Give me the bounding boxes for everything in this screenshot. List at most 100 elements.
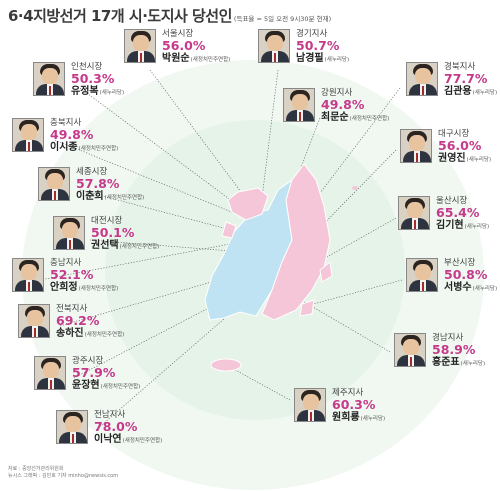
portrait-gyeongnam (394, 333, 426, 367)
region-label: 경남지사 (432, 333, 464, 343)
winner-name: 윤장현 (72, 380, 100, 391)
portrait-daejeon (53, 216, 85, 250)
portrait-seoul (124, 29, 156, 63)
region-label: 부산시장 (444, 258, 476, 268)
vote-percent: 60.3% (332, 397, 376, 412)
portrait-incheon (33, 62, 65, 96)
portrait-gyeongbuk (406, 62, 438, 96)
leader-line (89, 239, 245, 253)
party-label: (새정치민주연합) (104, 195, 145, 201)
region-label: 대구시장 (438, 129, 470, 139)
portrait-busan (406, 258, 438, 292)
winner-name: 유정복 (71, 86, 99, 97)
region-label: 서울시장 (162, 29, 194, 39)
leader-line (95, 311, 233, 431)
title-note: (득표율 = 5일 오전 9시30분 현재) (233, 15, 332, 23)
winner-name: 권영진 (438, 153, 466, 164)
party-label: (새정치민주연합) (78, 286, 119, 292)
leader-line (79, 189, 247, 235)
map-jeju (210, 358, 242, 372)
winner-name: 서병수 (444, 282, 472, 293)
vote-percent: 49.8% (50, 127, 94, 142)
region-label: 강원지사 (321, 88, 353, 98)
leader-line (59, 275, 233, 327)
winner-name: 최문순 (321, 112, 349, 123)
portrait-daegu (400, 129, 432, 163)
region-label: 인천시장 (71, 62, 103, 72)
portrait-sejong (38, 167, 70, 201)
party-label: (새정치민주연합) (78, 146, 119, 152)
party-label: (새누리당) (464, 224, 490, 230)
portrait-gyeonggi (258, 29, 290, 63)
graphic-credit: 뉴시스 그래픽 : 김민호 기자 minho@newsis.com (8, 473, 119, 479)
leader-line (299, 149, 397, 249)
title-text: 6·4지방선거 17개 시·도지사 당선인 (8, 7, 232, 25)
footer: 자료 : 중앙선거관리위원회 뉴시스 그래픽 : 김민호 기자 minho@ne… (8, 466, 118, 480)
party-label: (새정치민주연합) (122, 438, 163, 444)
vote-percent: 52.1% (50, 267, 94, 282)
region-label: 충남지사 (50, 258, 82, 268)
party-label: (새누리당) (324, 57, 350, 63)
winner-name: 남경필 (296, 53, 324, 64)
leader-line (149, 69, 245, 197)
leader-line (227, 365, 291, 401)
map-pink-east (261, 163, 331, 321)
vote-percent: 69.2% (56, 313, 100, 328)
leader-line (305, 279, 403, 307)
portrait-jeonbuk (18, 304, 50, 338)
winner-name: 이낙연 (94, 434, 122, 445)
region-label: 경기지사 (296, 29, 328, 39)
party-label: (새누리당) (466, 157, 492, 163)
region-label: 울산시장 (436, 196, 468, 206)
leader-line (73, 297, 229, 379)
party-label: (새누리당) (360, 416, 386, 422)
winner-name: 송하진 (56, 328, 84, 339)
portrait-jeju (294, 388, 326, 422)
vote-percent: 56.0% (438, 138, 482, 153)
map-pink-west (221, 221, 237, 239)
vote-percent: 50.3% (71, 71, 115, 86)
vote-percent: 78.0% (94, 419, 138, 434)
winner-name: 이시종 (50, 142, 78, 153)
vote-percent: 50.8% (444, 267, 488, 282)
vote-percent: 49.8% (321, 97, 365, 112)
portrait-chungbuk (12, 118, 44, 152)
region-label: 전남지사 (94, 410, 126, 420)
portrait-chungnam (12, 258, 44, 292)
party-label: (새정치민주연합) (190, 57, 231, 63)
region-label: 세종시장 (76, 167, 108, 177)
region-label: 충북지사 (50, 118, 82, 128)
vote-percent: 58.9% (432, 342, 476, 357)
party-label: (새정치민주연합) (84, 332, 125, 338)
winner-name: 박원순 (162, 53, 190, 64)
winner-name: 김관용 (444, 86, 472, 97)
source-credit: 자료 : 중앙선거관리위원회 (8, 466, 64, 472)
party-label: (새누리당) (472, 90, 498, 96)
winner-name: 이춘희 (76, 191, 104, 202)
party-label: (새누리당) (460, 361, 486, 367)
winner-name: 홍준표 (432, 357, 460, 368)
portrait-gangwon (283, 88, 315, 122)
winner-name: 김기현 (436, 220, 464, 231)
vote-percent: 56.0% (162, 38, 206, 53)
vote-percent: 57.8% (76, 176, 120, 191)
party-label: (새누리당) (472, 286, 498, 292)
leader-line (317, 217, 397, 263)
page-title: 6·4지방선거 17개 시·도지사 당선인 (득표율 = 5일 오전 9시30분 … (8, 5, 331, 26)
portrait-jeonnam (56, 410, 88, 444)
party-label: (새정치민주연합) (100, 384, 141, 390)
party-label: (새누리당) (99, 90, 125, 96)
winner-name: 권선택 (91, 240, 119, 251)
region-label: 광주시장 (72, 356, 104, 366)
region-label: 대전시장 (91, 216, 123, 226)
vote-percent: 57.9% (72, 365, 116, 380)
region-label: 제주지사 (332, 388, 364, 398)
map-pink-busan (299, 299, 315, 317)
region-label: 경북지사 (444, 62, 476, 72)
portrait-gwangju (34, 356, 66, 390)
map-pink-ulsan (319, 261, 333, 283)
vote-percent: 65.4% (436, 205, 480, 220)
portrait-ulsan (398, 196, 430, 230)
map-shapes (204, 163, 358, 372)
